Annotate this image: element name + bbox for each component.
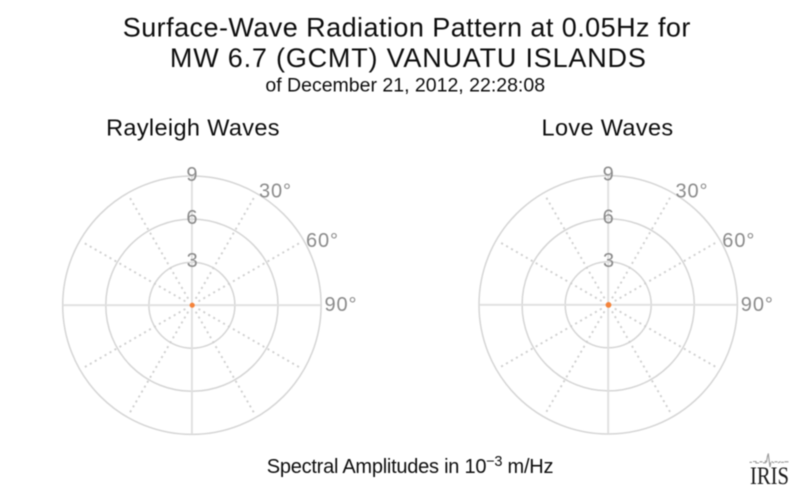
svg-text:90°: 90° bbox=[325, 294, 358, 316]
svg-text:3: 3 bbox=[187, 250, 198, 272]
svg-text:9: 9 bbox=[186, 164, 197, 186]
svg-text:30°: 30° bbox=[259, 181, 292, 203]
svg-text:Spectral Amplitudes in 10−3 m/: Spectral Amplitudes in 10−3 m/Hz bbox=[267, 454, 553, 478]
svg-text:Surface-Wave Radiation Pattern: Surface-Wave Radiation Pattern at 0.05Hz… bbox=[123, 12, 691, 42]
svg-text:60°: 60° bbox=[722, 230, 755, 252]
svg-text:90°: 90° bbox=[741, 294, 774, 316]
svg-text:MW 6.7 (GCMT) VANUATU ISLANDS: MW 6.7 (GCMT) VANUATU ISLANDS bbox=[170, 43, 647, 73]
svg-text:6: 6 bbox=[603, 207, 614, 229]
svg-text:Rayleigh Waves: Rayleigh Waves bbox=[106, 115, 280, 141]
svg-text:6: 6 bbox=[186, 207, 197, 229]
svg-text:3: 3 bbox=[603, 250, 614, 272]
svg-text:60°: 60° bbox=[306, 230, 339, 252]
svg-text:Love Waves: Love Waves bbox=[542, 115, 674, 141]
svg-text:of December 21, 2012, 22:28:08: of December 21, 2012, 22:28:08 bbox=[265, 75, 545, 97]
svg-text:9: 9 bbox=[603, 164, 614, 186]
svg-text:IRIS: IRIS bbox=[750, 463, 789, 490]
svg-text:30°: 30° bbox=[676, 181, 709, 203]
